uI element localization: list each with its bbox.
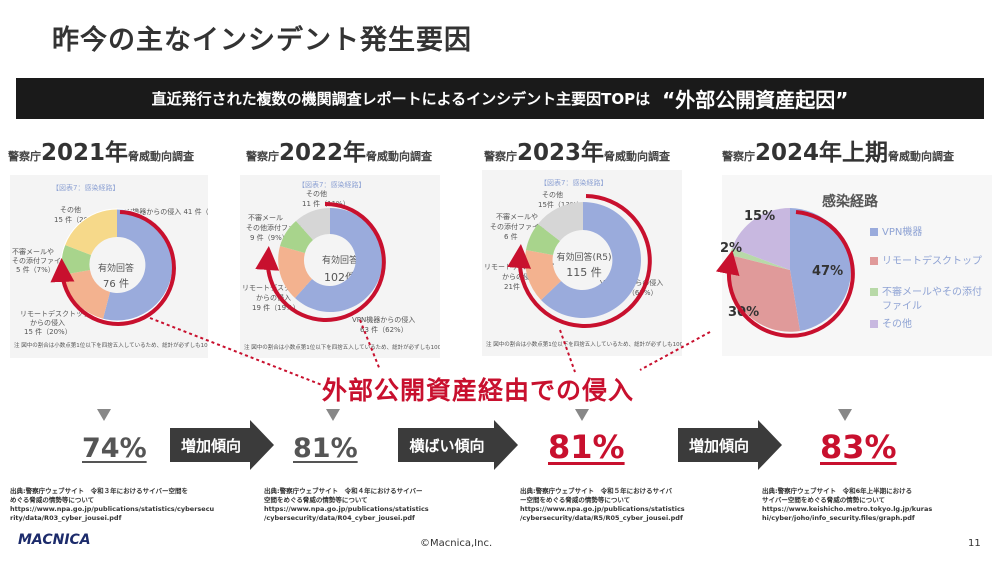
slice-other bbox=[65, 209, 117, 255]
pie-label-47: 47% bbox=[812, 264, 843, 279]
trend-arrow-1: 増加傾向 bbox=[170, 420, 274, 470]
slice-other bbox=[538, 202, 583, 241]
slice-other bbox=[732, 208, 790, 270]
donut-2022 bbox=[278, 207, 383, 312]
slice-other bbox=[296, 208, 330, 240]
highlight-circle-2024 bbox=[715, 210, 855, 338]
down-triangle bbox=[838, 409, 852, 421]
banner-emphasis: “外部公開資産起因” bbox=[662, 88, 849, 112]
year-heading-2024h1: 警察庁2024年上期脅威動向調査 bbox=[722, 140, 955, 166]
percent-2021: 74% bbox=[82, 433, 147, 464]
callout-connectors bbox=[149, 317, 711, 386]
year-heading-2021: 警察庁2021年脅威動向調査 bbox=[8, 140, 195, 166]
slice-rdp bbox=[728, 255, 800, 332]
page-number: 11 bbox=[968, 538, 981, 549]
page-title: 昨今の主なインシデント発生要因 bbox=[52, 25, 472, 56]
down-triangle bbox=[97, 409, 111, 421]
highlight-circle-2021 bbox=[50, 210, 176, 326]
slice-vpn bbox=[541, 202, 641, 318]
pie-2024: 47% 30% 2% 15% bbox=[720, 208, 851, 332]
callout-text: 外部公開資産経由での侵入 bbox=[322, 376, 635, 405]
pie-label-2: 2% bbox=[720, 241, 742, 256]
trend-arrow-3: 増加傾向 bbox=[678, 420, 782, 470]
percent-2022: 81% bbox=[293, 433, 358, 464]
highlight-circle-2023 bbox=[507, 194, 652, 328]
down-triangle bbox=[326, 409, 340, 421]
headline-banner: 直近発行された複数の機関調査レポートによるインシデント主要因TOPは “外部公開… bbox=[16, 78, 984, 119]
slice-mail bbox=[526, 224, 560, 255]
slice-vpn bbox=[790, 208, 851, 331]
down-triangle bbox=[575, 409, 589, 421]
slice-rdp bbox=[278, 246, 312, 298]
copyright: ©Macnica,Inc. bbox=[420, 538, 493, 549]
highlight-circle-2022 bbox=[255, 201, 386, 322]
source-2022: 出典:警察庁ウェブサイト 令和４年におけるサイバー 空間をめぐる脅威の情勢等につい… bbox=[264, 487, 429, 522]
slice-vpn bbox=[295, 207, 383, 312]
year-heading-2023: 警察庁2023年脅威動向調査 bbox=[484, 140, 671, 166]
source-2023: 出典:警察庁ウェブサイト 令和５年におけるサイバ ー空間をめぐる脅威の情勢等につい… bbox=[520, 487, 685, 522]
percent-2023: 81% bbox=[548, 428, 625, 466]
donut-2023 bbox=[525, 202, 641, 318]
slice-mail bbox=[280, 221, 313, 253]
banner-lead: 直近発行された複数の機関調査レポートによるインシデント主要因TOPは bbox=[151, 90, 651, 108]
percent-2024: 83% bbox=[820, 428, 897, 466]
slice-rdp bbox=[525, 250, 561, 300]
pie-label-15: 15% bbox=[744, 209, 775, 224]
source-2024: 出典:警察庁ウェブサイト 令和6年上半期における サイバー空間をめぐる脅威の情勢に… bbox=[762, 487, 933, 522]
slice-vpn bbox=[103, 208, 174, 321]
trend-arrow-2: 横ばい傾向 bbox=[398, 420, 518, 470]
macnica-logo: MACNICA bbox=[18, 532, 91, 548]
year-heading-2022: 警察庁2022年脅威動向調査 bbox=[246, 140, 433, 166]
highlight-circles bbox=[50, 194, 855, 338]
slice-mail bbox=[730, 248, 790, 270]
source-2021: 出典:警察庁ウェブサイト 令和３年におけるサイバー空間を めぐる脅威の情勢等につい… bbox=[10, 487, 215, 522]
